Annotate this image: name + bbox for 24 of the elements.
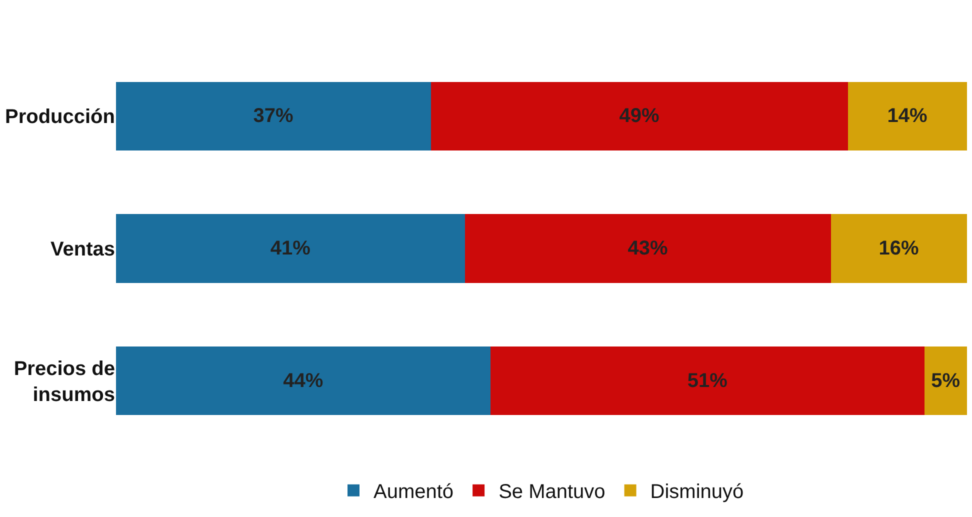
legend-label: Aumentó: [374, 481, 454, 504]
data-label: 43%: [628, 238, 668, 260]
bar: [430, 82, 848, 151]
bar: [924, 346, 967, 416]
bar: [464, 214, 831, 283]
y-tick-label: Precios de insumos: [14, 358, 115, 406]
bar: [848, 82, 967, 151]
y-tick-label: Producción: [4, 106, 115, 128]
data-label: 37%: [253, 105, 294, 128]
bar: [116, 214, 465, 283]
legend-label: Disminuyó: [650, 481, 744, 504]
data-label: 51%: [687, 370, 728, 392]
data-label: 44%: [283, 370, 324, 392]
y-tick-label: Ventas: [50, 238, 115, 260]
bar: [116, 346, 490, 416]
data-label: 16%: [878, 238, 920, 260]
bar: [830, 214, 967, 283]
bar: [490, 346, 924, 416]
data-label: 49%: [619, 105, 660, 128]
bar: [116, 82, 431, 151]
data-label: 14%: [887, 105, 928, 128]
data-label: 5%: [931, 370, 960, 392]
legend-label: Se Mantuvo: [498, 481, 606, 504]
data-label: 41%: [270, 238, 311, 260]
